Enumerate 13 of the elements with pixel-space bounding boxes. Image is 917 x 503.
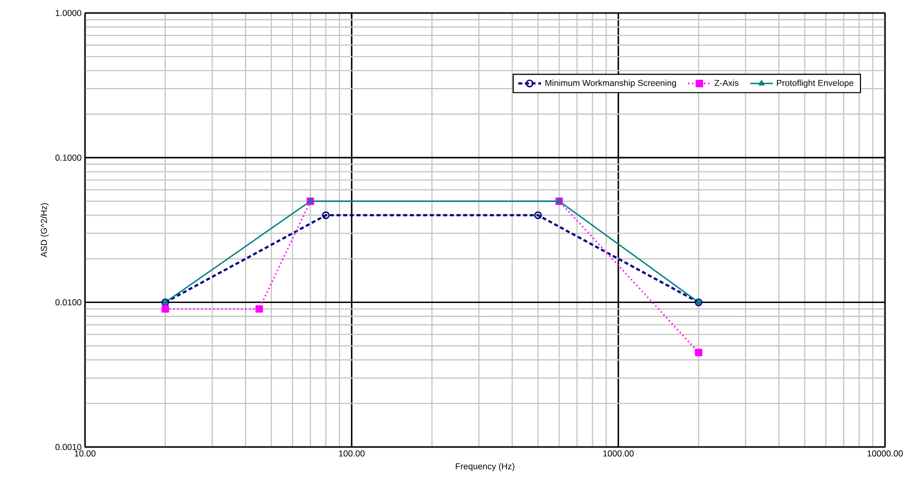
legend-label: Protoflight Envelope — [776, 80, 854, 88]
y-tick-label: 0.0100 — [55, 299, 82, 306]
legend-label: Z-Axis — [714, 80, 738, 86]
x-tick-label: 10000.00 — [868, 450, 903, 457]
y-axis-title: ASD (G^2/Hz) — [40, 203, 49, 258]
x-tick-label: 1000.00 — [603, 450, 634, 457]
legend-label: Minimum Workmanship Screening — [545, 80, 676, 88]
y-tick-label: 0.0010 — [55, 444, 82, 450]
x-tick-label: 100.00 — [339, 450, 365, 457]
y-tick-label: 1.0000 — [56, 10, 82, 16]
x-tick-label: 10.00 — [74, 450, 96, 457]
x-axis-title: Frequency (Hz) — [456, 463, 514, 472]
y-tick-label: 0.1000 — [55, 154, 82, 161]
